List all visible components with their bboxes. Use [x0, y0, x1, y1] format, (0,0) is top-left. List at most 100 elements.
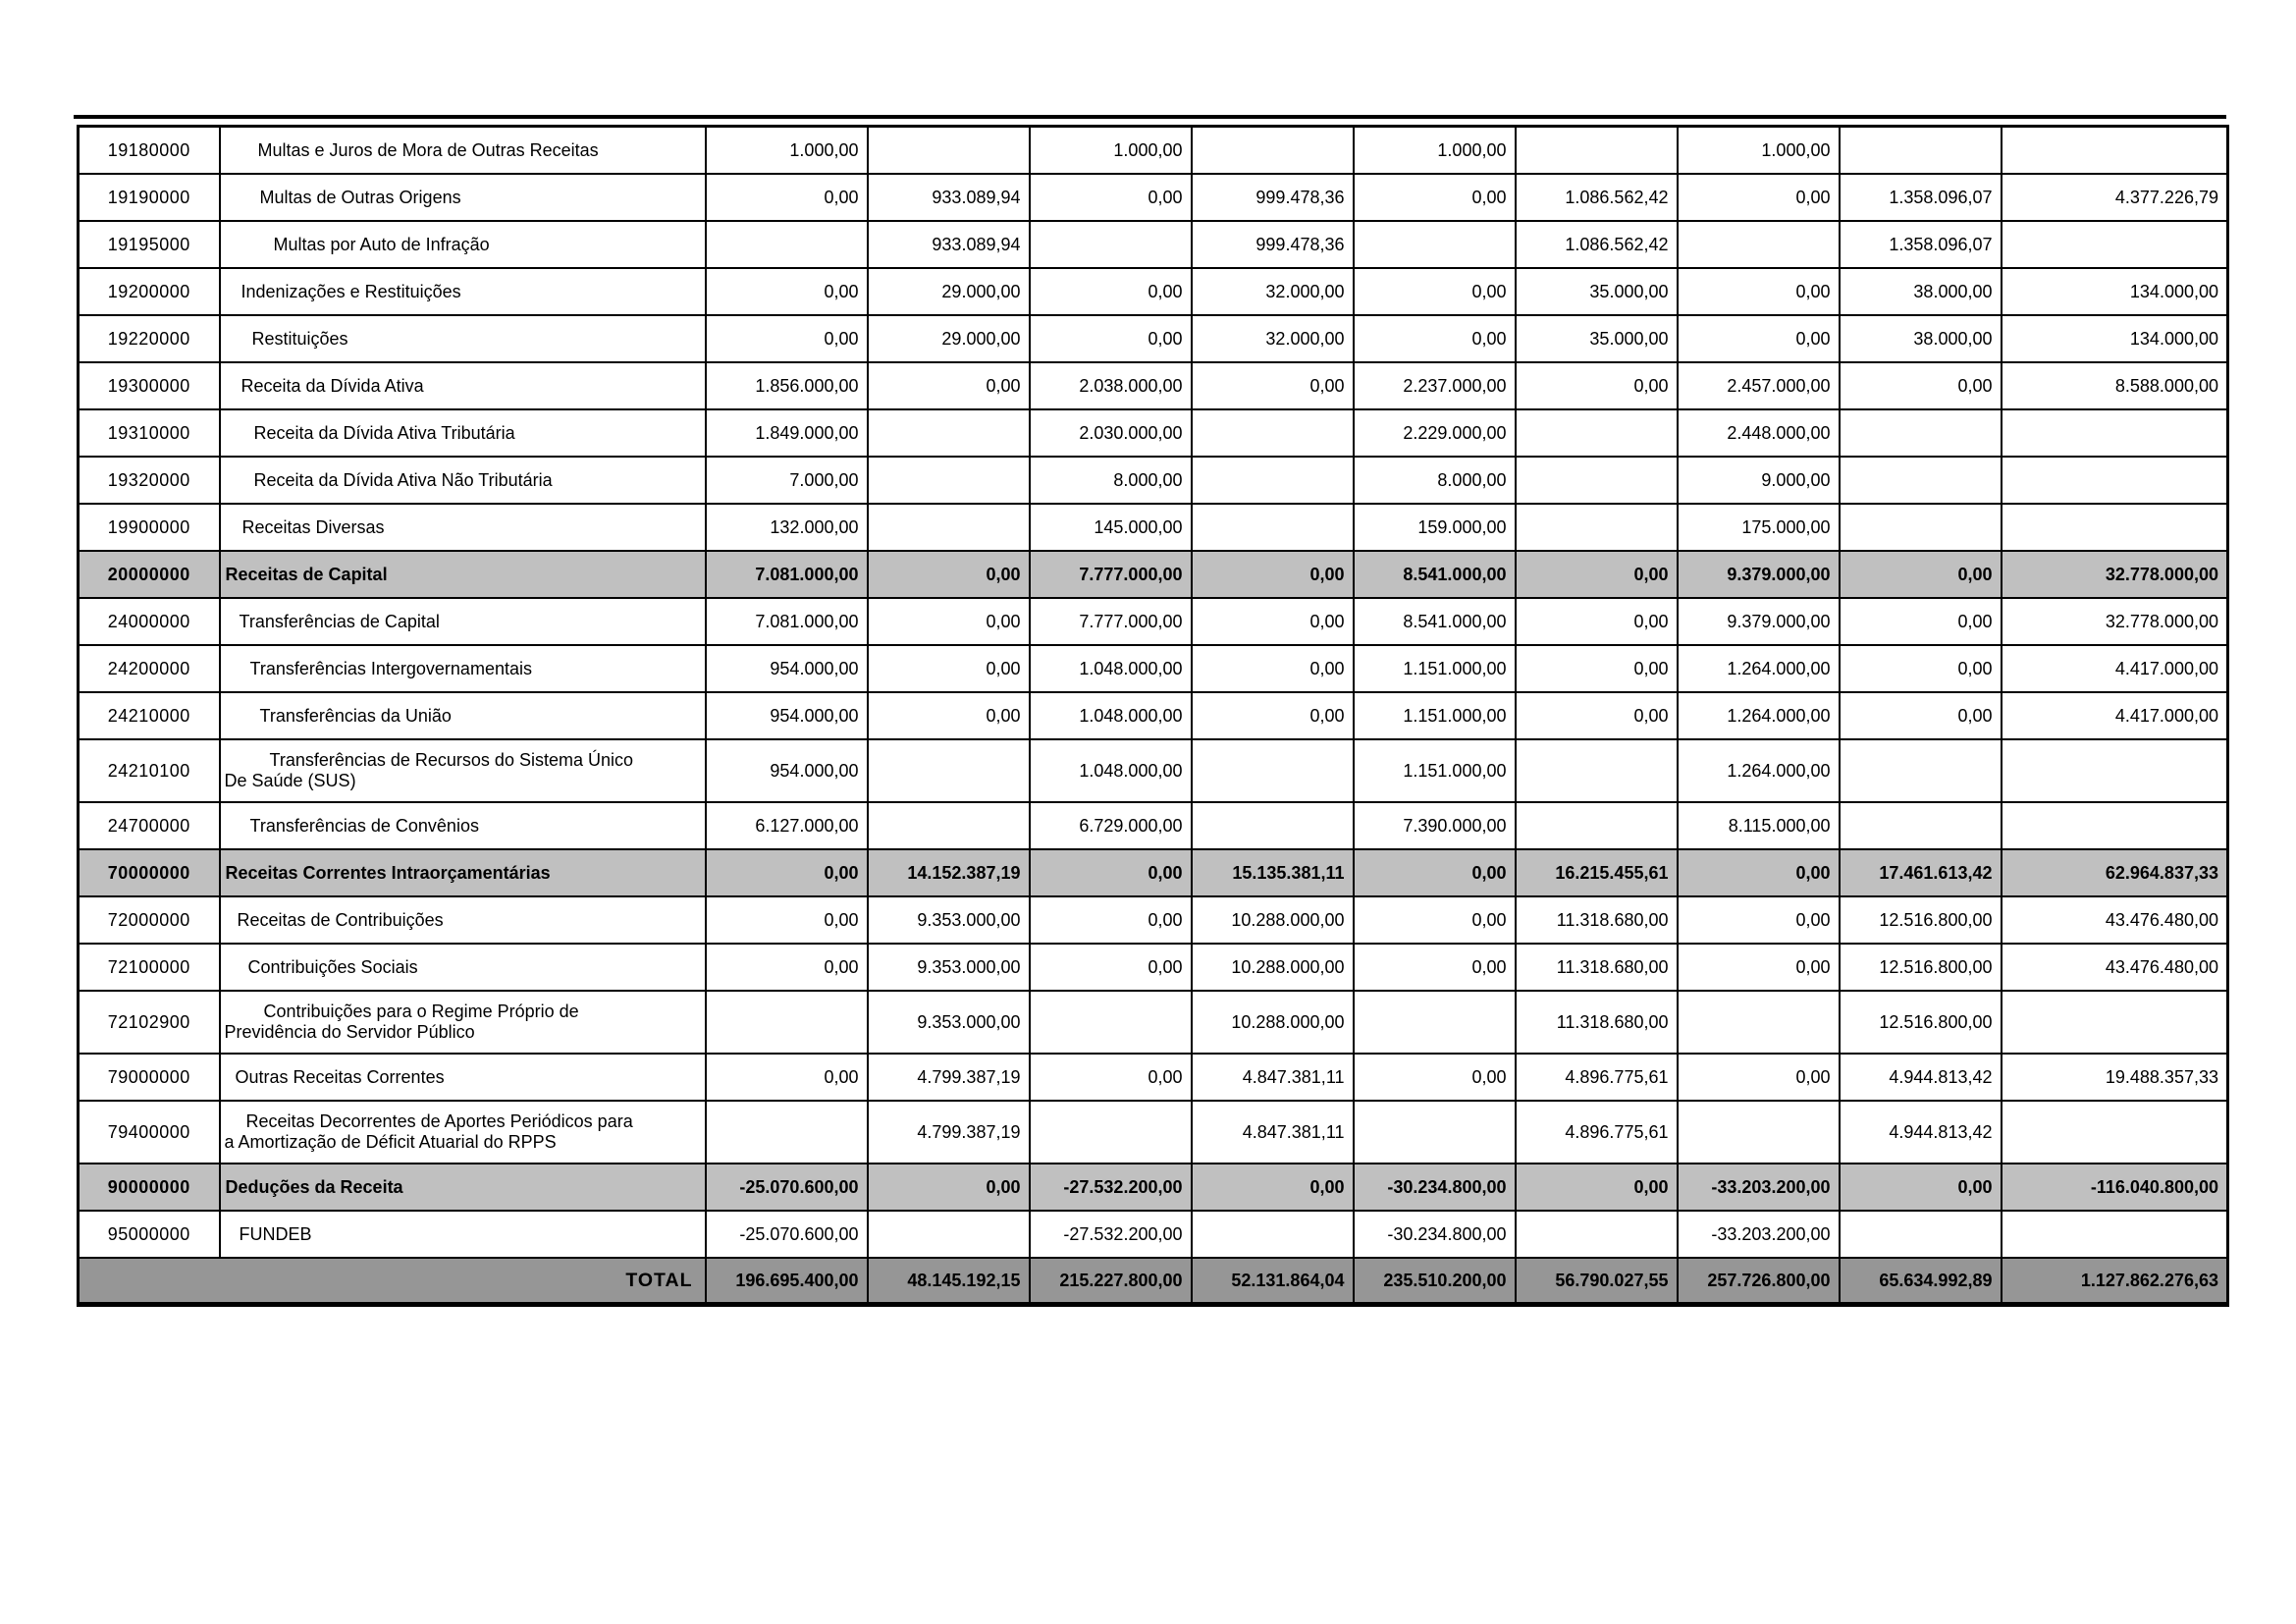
value-cell — [2000, 220, 2229, 269]
value-cell: 1.264.000,00 — [1676, 644, 1841, 693]
value-cell: 0,00 — [866, 691, 1031, 740]
value-cell: 0,00 — [1676, 1053, 1841, 1102]
description-cell: Contribuições para o Regime Próprio de Pr… — [218, 990, 707, 1055]
value-cell: 0,00 — [1838, 691, 2002, 740]
description-line: Outras Receitas Correntes — [235, 1066, 445, 1087]
value-cell: 9.379.000,00 — [1676, 550, 1841, 599]
description-cell: Receitas de Contribuições — [218, 895, 707, 945]
value-cell: 0,00 — [1838, 361, 2002, 410]
revenue-table-container: 19180000 Multas e Juros de Mora de Outras… — [77, 125, 2229, 1307]
value-cell: 1.358.096,07 — [1838, 173, 2002, 222]
value-cell: 38.000,00 — [1838, 267, 2002, 316]
description-line: Indenizações e Restituições — [240, 281, 461, 301]
value-cell — [1838, 503, 2002, 552]
description-cell: Receitas de Capital — [218, 550, 707, 599]
value-cell — [1514, 456, 1679, 505]
value-cell: 0,00 — [1676, 943, 1841, 992]
value-cell — [1514, 801, 1679, 850]
revenue-table: 19180000 Multas e Juros de Mora de Outras… — [77, 125, 2229, 1307]
value-cell — [2000, 456, 2229, 505]
value-cell — [1676, 1100, 1841, 1164]
value-cell: 0,00 — [1190, 597, 1355, 646]
value-cell: 35.000,00 — [1514, 314, 1679, 363]
value-cell — [1838, 801, 2002, 850]
value-cell: 8.115.000,00 — [1676, 801, 1841, 850]
value-cell: 1.264.000,00 — [1676, 738, 1841, 803]
description-line: Multas e Juros de Mora de Outras Receita… — [257, 139, 599, 160]
value-cell: 8.541.000,00 — [1352, 550, 1517, 599]
description-line: Deduções da Receita — [225, 1176, 403, 1197]
description-cell: Transferências de Recursos do Sistema Ún… — [218, 738, 707, 803]
description-cell: FUNDEB — [218, 1210, 707, 1259]
value-cell: 1.358.096,07 — [1838, 220, 2002, 269]
description-cell: Transferências Intergovernamentais — [218, 644, 707, 693]
value-cell — [2000, 1100, 2229, 1164]
description-cell: Receita da Dívida Ativa Não Tributária — [218, 456, 707, 505]
value-cell: -27.532.200,00 — [1028, 1163, 1193, 1212]
code-cell: 19300000 — [77, 361, 221, 410]
value-cell: 7.081.000,00 — [704, 550, 869, 599]
value-cell: 0,00 — [1352, 848, 1517, 897]
value-cell: 0,00 — [1838, 597, 2002, 646]
value-cell: 1.048.000,00 — [1028, 738, 1193, 803]
value-cell: -116.040.800,00 — [2000, 1163, 2229, 1212]
table-row: 19200000 Indenizações e Restituições 0,00 2… — [77, 267, 2229, 316]
value-cell — [1352, 990, 1517, 1055]
value-cell: 2.457.000,00 — [1676, 361, 1841, 410]
value-cell: 14.152.387,19 — [866, 848, 1031, 897]
value-cell: 35.000,00 — [1514, 267, 1679, 316]
value-cell: 4.847.381,11 — [1190, 1100, 1355, 1164]
description-cell: Outras Receitas Correntes — [218, 1053, 707, 1102]
value-cell — [1028, 1100, 1193, 1164]
value-cell: 2.448.000,00 — [1676, 408, 1841, 458]
value-cell: 1.849.000,00 — [704, 408, 869, 458]
value-cell — [1838, 408, 2002, 458]
value-cell: 0,00 — [1838, 550, 2002, 599]
code-cell: 24700000 — [77, 801, 221, 850]
value-cell: 145.000,00 — [1028, 503, 1193, 552]
description-cell: Restituições — [218, 314, 707, 363]
value-cell: 9.353.000,00 — [866, 895, 1031, 945]
value-cell: 4.799.387,19 — [866, 1100, 1031, 1164]
code-cell: 20000000 — [77, 550, 221, 599]
value-cell: 0,00 — [866, 644, 1031, 693]
value-cell — [1838, 125, 2002, 175]
value-cell — [866, 456, 1031, 505]
value-cell: 0,00 — [1028, 173, 1193, 222]
value-cell: 32.778.000,00 — [2000, 597, 2229, 646]
description-cell: Transferências de Convênios — [218, 801, 707, 850]
value-cell — [1352, 220, 1517, 269]
value-cell: 134.000,00 — [2000, 314, 2229, 363]
value-cell: 4.847.381,11 — [1190, 1053, 1355, 1102]
table-row: 19190000 Multas de Outras Origens 0,00 933.… — [77, 173, 2229, 222]
value-cell — [1838, 1210, 2002, 1259]
value-cell: 7.777.000,00 — [1028, 597, 1193, 646]
value-cell: 1.048.000,00 — [1028, 691, 1193, 740]
value-cell — [866, 801, 1031, 850]
table-row: 24000000 Transferências de Capital 7.081.0… — [77, 597, 2229, 646]
value-cell: 29.000,00 — [866, 314, 1031, 363]
value-cell: 0,00 — [866, 597, 1031, 646]
table-row: 79000000 Outras Receitas Correntes 0,00 4.7… — [77, 1053, 2229, 1102]
table-row: 24210000 Transferências da União 954.000,0… — [77, 691, 2229, 740]
description-cell: Receitas Decorrentes de Aportes Periódic… — [218, 1100, 707, 1164]
value-cell — [1190, 125, 1355, 175]
value-cell: 933.089,94 — [866, 173, 1031, 222]
code-cell: 19190000 — [77, 173, 221, 222]
value-cell: 0,00 — [704, 1053, 869, 1102]
value-cell — [704, 1100, 869, 1164]
value-cell: 16.215.455,61 — [1514, 848, 1679, 897]
description-cell: Deduções da Receita — [218, 1163, 707, 1212]
value-cell — [1676, 220, 1841, 269]
value-cell: 0,00 — [1676, 267, 1841, 316]
value-cell: 2.237.000,00 — [1352, 361, 1517, 410]
value-cell: 0,00 — [1514, 597, 1679, 646]
value-cell: 0,00 — [1514, 691, 1679, 740]
revenue-table-body: 19180000 Multas e Juros de Mora de Outras… — [77, 125, 2229, 1307]
value-cell: 0,00 — [1514, 550, 1679, 599]
value-cell — [1190, 801, 1355, 850]
total-row: TOTAL 196.695.400,00 48.145.192,15 215.227.… — [77, 1257, 2229, 1307]
value-cell: 0,00 — [1838, 644, 2002, 693]
table-row: 95000000 FUNDEB -25.070.600,00 -27.532.200,… — [77, 1210, 2229, 1259]
value-cell — [866, 408, 1031, 458]
